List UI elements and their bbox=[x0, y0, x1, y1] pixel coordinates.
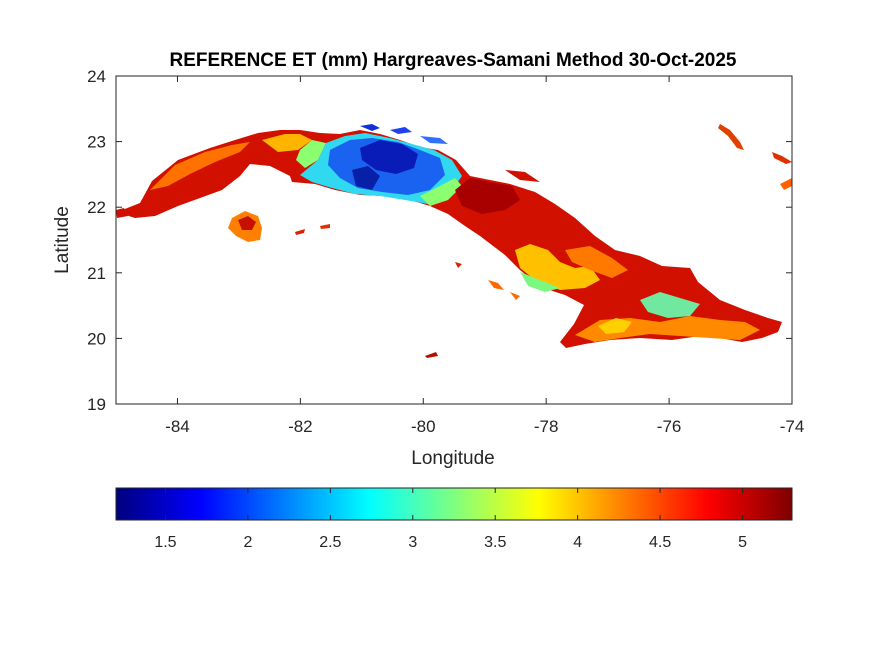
patch-west-orange bbox=[150, 142, 250, 190]
colorbar-tick-label: 5 bbox=[738, 534, 747, 551]
y-tick-label: 24 bbox=[87, 67, 106, 86]
key-west-1 bbox=[116, 208, 128, 218]
island-juventud-core bbox=[238, 216, 256, 230]
key-north-3 bbox=[420, 136, 448, 144]
colorbar-tick-label: 2 bbox=[243, 534, 252, 551]
key-east-1 bbox=[718, 124, 744, 150]
y-tick-label: 21 bbox=[87, 264, 106, 283]
island-mainland bbox=[117, 130, 782, 348]
patch-central-navy-2 bbox=[352, 166, 380, 190]
map-title: REFERENCE ET (mm) Hargreaves-Samani Meth… bbox=[170, 50, 737, 71]
patch-central-green bbox=[420, 178, 462, 206]
key-north-4 bbox=[505, 170, 540, 182]
key-north-2 bbox=[390, 127, 412, 134]
x-tick-label: -82 bbox=[288, 417, 313, 436]
patch-east-orange bbox=[565, 246, 628, 278]
x-tick-label: -74 bbox=[780, 417, 805, 436]
patch-central-navy bbox=[360, 140, 418, 174]
colorbar-tick-label: 4 bbox=[573, 534, 582, 551]
colorbar-ticks: 1.5 2 2.5 3 3.5 4 4.5 5 bbox=[154, 488, 747, 551]
colorbar-tick-label: 2.5 bbox=[319, 534, 341, 551]
colorbar-tick-label: 4.5 bbox=[649, 534, 671, 551]
key-south-3 bbox=[455, 262, 462, 268]
colorbar bbox=[115, 487, 793, 521]
key-north-1 bbox=[360, 124, 380, 131]
colorbar-tick-label: 1.5 bbox=[154, 534, 176, 551]
y-axis-label: Latitude bbox=[52, 206, 73, 274]
y-tick-label: 22 bbox=[87, 198, 106, 217]
map-axes-box bbox=[115, 75, 793, 405]
x-axis: -84 -82 -80 -78 -76 -74 bbox=[165, 76, 804, 436]
x-tick-label: -78 bbox=[534, 417, 559, 436]
patch-central-darkred bbox=[455, 178, 520, 214]
colorbar-tick-label: 3.5 bbox=[484, 534, 506, 551]
patch-west-green bbox=[296, 140, 326, 168]
colorbar-tick-label: 3 bbox=[408, 534, 417, 551]
y-axis: 19 20 21 22 23 24 bbox=[87, 67, 792, 414]
x-axis-label: Longitude bbox=[411, 448, 494, 469]
key-east-3 bbox=[780, 178, 792, 190]
x-tick-label: -84 bbox=[165, 417, 190, 436]
y-tick-label: 20 bbox=[87, 329, 106, 348]
y-tick-label: 23 bbox=[87, 133, 106, 152]
et-field bbox=[116, 124, 792, 358]
key-south-4 bbox=[488, 280, 504, 290]
patch-tip-yellow bbox=[598, 318, 632, 334]
key-south-2 bbox=[320, 224, 330, 229]
y-tick-label: 19 bbox=[87, 395, 106, 414]
patch-west-yellow bbox=[262, 134, 312, 152]
key-east-2 bbox=[772, 152, 792, 164]
patch-tip-green bbox=[640, 292, 700, 318]
key-south-6 bbox=[425, 352, 438, 358]
x-tick-label: -76 bbox=[657, 417, 682, 436]
key-south-5 bbox=[510, 292, 520, 300]
key-south-1 bbox=[295, 229, 305, 235]
patch-east-green bbox=[520, 272, 560, 292]
x-tick-label: -80 bbox=[411, 417, 436, 436]
